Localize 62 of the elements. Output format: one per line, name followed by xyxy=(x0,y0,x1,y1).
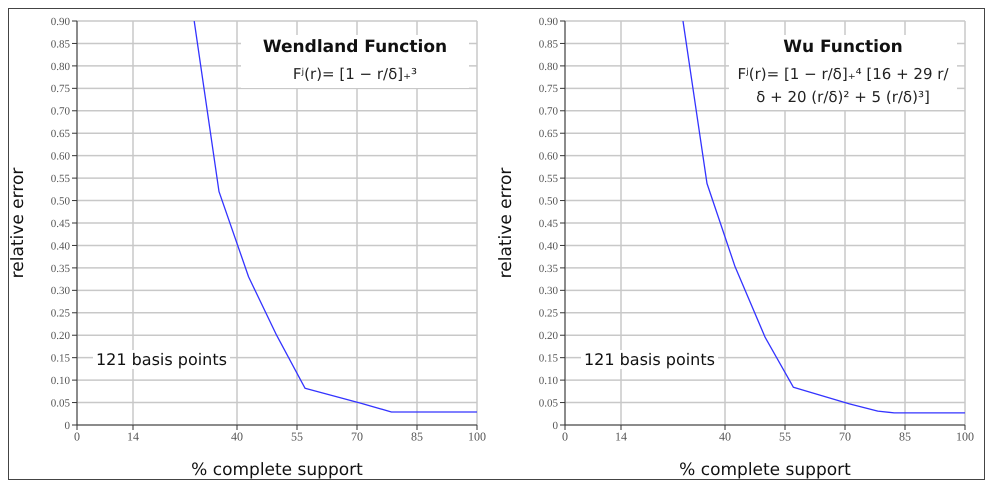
y-tick-label: 0.15 xyxy=(50,352,70,365)
y-tick-label: 0.45 xyxy=(50,218,70,230)
x-axis-title: % complete support xyxy=(679,460,852,480)
y-tick-label: 0.10 xyxy=(538,375,558,388)
text: Wu Function xyxy=(782,37,904,57)
y-tick-label: 0.20 xyxy=(538,330,558,342)
y-tick-label: 0.75 xyxy=(50,83,70,96)
y-tick-label: 0.50 xyxy=(50,195,70,208)
x-tick-label: 70 xyxy=(351,430,363,444)
x-tick-label: 70 xyxy=(839,430,851,444)
x-tick-label: 100 xyxy=(956,430,974,444)
y-axis-title: relative error xyxy=(8,168,28,278)
x-tick-label: 0 xyxy=(562,430,568,444)
y-tick-label: 0.10 xyxy=(50,375,70,388)
y-tick-label: 0.70 xyxy=(50,106,70,118)
x-tick-label: 85 xyxy=(899,430,911,444)
y-tick-label: 0.85 xyxy=(538,38,558,50)
y-tick-label: 0.80 xyxy=(50,60,70,73)
y-tick-label: 0.65 xyxy=(50,128,70,140)
annotation: Fʲ(r)= [1 − r/δ]₊⁴ [16 + 29 r/δ + 20 (r/δ)² + 5 (r/δ)³] xyxy=(736,64,950,108)
y-tick-label: 0.35 xyxy=(50,262,70,275)
y-tick-label: 0 xyxy=(64,420,70,432)
y-tick-label: 0.75 xyxy=(538,83,558,96)
y-tick-label: 0.50 xyxy=(538,195,558,208)
y-tick-label: 0.20 xyxy=(50,330,70,342)
y-tick-label: 0.70 xyxy=(538,106,558,118)
x-tick-label: 40 xyxy=(719,430,731,444)
x-tick-label: 100 xyxy=(468,430,486,444)
y-tick-label: 0.90 xyxy=(50,16,70,28)
y-tick-label: 0.55 xyxy=(50,173,70,186)
y-tick-label: 0.05 xyxy=(538,397,558,410)
y-tick-label: 0.30 xyxy=(538,285,558,298)
y-tick-label: 0.35 xyxy=(538,262,558,275)
y-tick-label: 0.30 xyxy=(50,285,70,298)
y-tick-label: 0.55 xyxy=(538,173,558,186)
annotation: 121 basis points xyxy=(581,350,718,369)
y-tick-label: 0.80 xyxy=(538,60,558,73)
x-tick-label: 55 xyxy=(779,430,791,444)
y-tick-label: 0.90 xyxy=(538,16,558,28)
y-tick-label: 0.45 xyxy=(538,218,558,230)
text: Wendland Function xyxy=(262,37,448,57)
x-tick-label: 0 xyxy=(74,430,80,444)
y-axis-title: relative error xyxy=(496,168,516,278)
y-tick-label: 0 xyxy=(552,420,558,432)
x-tick-label: 55 xyxy=(291,430,303,444)
y-tick-label: 0.15 xyxy=(538,352,558,365)
y-tick-label: 0.25 xyxy=(538,308,558,320)
x-tick-label: 40 xyxy=(231,430,243,444)
x-tick-label: 14 xyxy=(127,430,139,444)
x-axis-title: % complete support xyxy=(191,460,364,480)
y-tick-label: 0.40 xyxy=(538,240,558,252)
y-tick-label: 0.60 xyxy=(50,150,70,163)
annotation: 121 basis points xyxy=(93,350,230,369)
x-tick-label: 14 xyxy=(615,430,627,444)
y-tick-label: 0.40 xyxy=(50,240,70,252)
x-tick-label: 85 xyxy=(411,430,423,444)
y-tick-label: 0.85 xyxy=(50,38,70,50)
y-tick-label: 0.05 xyxy=(50,397,70,410)
y-tick-label: 0.65 xyxy=(538,128,558,140)
y-tick-label: 0.25 xyxy=(50,308,70,320)
annotation: Fʲ(r)= [1 − r/δ]₊³ xyxy=(292,64,418,85)
y-tick-label: 0.60 xyxy=(538,150,558,163)
